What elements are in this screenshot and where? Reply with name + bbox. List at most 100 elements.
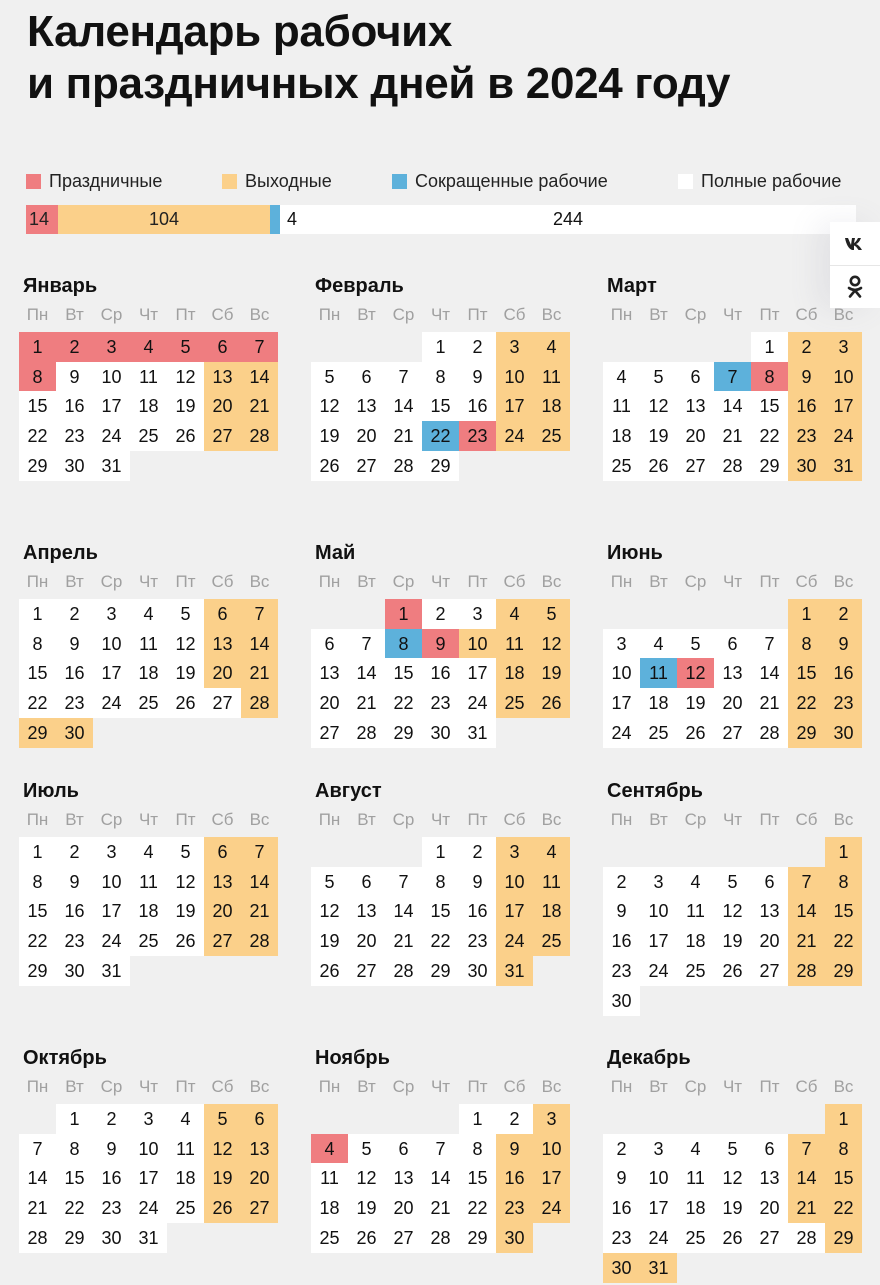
day-cell-weekend: 2 bbox=[825, 599, 862, 629]
month-name: Сентябрь bbox=[607, 780, 703, 802]
day-cell-weekend: 16 bbox=[825, 658, 862, 689]
day-cell-workday: 17 bbox=[93, 896, 130, 927]
day-cell-workday: 13 bbox=[348, 896, 385, 927]
weekday-label: Сб bbox=[795, 572, 818, 591]
weekday-label: Сб bbox=[503, 1077, 526, 1096]
day-cell-workday: 2 bbox=[56, 837, 93, 867]
day-cell-workday: 7 bbox=[19, 1133, 56, 1164]
day-cell-workday: 16 bbox=[459, 896, 496, 927]
page-title: Календарь рабочих и праздничных дней в 2… bbox=[27, 6, 730, 110]
day-cell-workday: 4 bbox=[130, 599, 167, 629]
day-cell-workday: 24 bbox=[130, 1193, 167, 1224]
weekday-label: Пн bbox=[318, 1077, 341, 1096]
day-cell-weekend: 17 bbox=[825, 391, 862, 422]
weekday-label: Ср bbox=[392, 305, 415, 324]
day-cell-weekend: 10 bbox=[459, 628, 496, 659]
weekday-label: Пн bbox=[318, 810, 341, 829]
day-cell-workday: 25 bbox=[130, 688, 167, 719]
day-cell-workday: 3 bbox=[130, 1104, 167, 1134]
day-cell-workday: 3 bbox=[93, 837, 130, 867]
legend-weekend-label: Выходные bbox=[245, 171, 332, 191]
day-cell-workday: 26 bbox=[677, 717, 714, 748]
day-cell-workday: 16 bbox=[93, 1163, 130, 1194]
day-cell-workday: 22 bbox=[19, 421, 56, 452]
ok-share-button[interactable] bbox=[830, 265, 880, 308]
day-cell-workday: 23 bbox=[93, 1193, 130, 1224]
weekday-label: Чт bbox=[138, 810, 159, 829]
day-cell-workday: 17 bbox=[640, 1193, 677, 1224]
day-cell-weekend: 27 bbox=[204, 926, 241, 957]
day-cell-weekend: 7 bbox=[241, 837, 278, 867]
weekday-header: Пн Вт Ср Чт Пт Сб Вс bbox=[311, 303, 571, 327]
day-cell-workday: 15 bbox=[19, 391, 56, 422]
day-cell-workday: 9 bbox=[56, 628, 93, 659]
day-cell-workday: 23 bbox=[422, 688, 459, 719]
legend-short-label: Сокращенные рабочие bbox=[415, 171, 608, 191]
day-cell-workday: 17 bbox=[93, 658, 130, 689]
day-cell-weekend: 14 bbox=[241, 361, 278, 392]
weekday-label: Пн bbox=[26, 305, 49, 324]
day-cell-workday: 30 bbox=[422, 717, 459, 748]
day-cell-weekend: 6 bbox=[204, 837, 241, 867]
day-cell-workday: 30 bbox=[56, 450, 93, 481]
day-cell-workday: 12 bbox=[167, 866, 204, 897]
day-cell-weekend: 13 bbox=[204, 866, 241, 897]
day-cell-weekend: 21 bbox=[241, 658, 278, 689]
day-cell-weekend: 29 bbox=[788, 717, 825, 748]
day-cell-workday: 9 bbox=[459, 866, 496, 897]
day-cell-workday: 6 bbox=[677, 361, 714, 392]
day-cell-workday: 21 bbox=[348, 688, 385, 719]
day-cell-workday: 27 bbox=[751, 1222, 788, 1253]
day-cell-workday: 6 bbox=[385, 1133, 422, 1164]
day-cell-workday: 19 bbox=[311, 926, 348, 957]
weekday-label: Пн bbox=[610, 1077, 633, 1096]
day-cell-workday: 28 bbox=[385, 955, 422, 986]
day-cell-workday: 7 bbox=[751, 628, 788, 659]
day-cell-workday: 21 bbox=[385, 926, 422, 957]
ok-icon bbox=[847, 275, 863, 298]
day-cell-workday: 16 bbox=[56, 658, 93, 689]
weekday-label: Ср bbox=[100, 810, 123, 829]
day-cell-weekend: 29 bbox=[825, 1222, 862, 1253]
day-cell-workday: 31 bbox=[93, 955, 130, 986]
day-cell-workday: 21 bbox=[422, 1193, 459, 1224]
day-cell-weekend: 3 bbox=[533, 1104, 570, 1134]
weekday-label: Вс bbox=[249, 572, 270, 591]
weekday-label: Чт bbox=[430, 810, 451, 829]
day-cell-weekend: 28 bbox=[788, 955, 825, 986]
weekend-swatch bbox=[222, 174, 237, 189]
day-cell-workday: 28 bbox=[751, 717, 788, 748]
weekday-label: Вс bbox=[833, 810, 854, 829]
day-cell-holiday: 8 bbox=[751, 361, 788, 392]
day-cell-workday: 11 bbox=[167, 1133, 204, 1164]
day-cell-workday: 1 bbox=[56, 1104, 93, 1134]
day-cell-workday: 20 bbox=[714, 688, 751, 719]
day-cell-workday: 3 bbox=[603, 628, 640, 659]
day-cell-workday: 6 bbox=[348, 866, 385, 897]
day-cell-weekend: 15 bbox=[825, 896, 862, 927]
day-cell-workday: 4 bbox=[167, 1104, 204, 1134]
day-cell-workday: 22 bbox=[19, 688, 56, 719]
day-cell-workday: 1 bbox=[422, 332, 459, 362]
vk-icon bbox=[845, 237, 862, 250]
day-cell-workday: 15 bbox=[422, 391, 459, 422]
day-cell-weekend: 7 bbox=[241, 599, 278, 629]
day-cell-workday: 11 bbox=[130, 628, 167, 659]
day-cell-weekend: 25 bbox=[533, 926, 570, 957]
day-cell-weekend: 17 bbox=[496, 391, 533, 422]
weekday-label: Ср bbox=[684, 572, 707, 591]
day-cell-weekend: 20 bbox=[204, 391, 241, 422]
vk-share-button[interactable] bbox=[830, 222, 880, 266]
weekday-label: Сб bbox=[211, 572, 234, 591]
weekday-label: Пт bbox=[467, 572, 488, 591]
day-cell-workday: 7 bbox=[385, 361, 422, 392]
day-cell-workday: 20 bbox=[348, 421, 385, 452]
day-cell-weekend: 8 bbox=[825, 866, 862, 897]
summary-holiday-count: 14 bbox=[29, 209, 50, 229]
day-cell-workday: 25 bbox=[130, 926, 167, 957]
day-cell-workday: 21 bbox=[751, 688, 788, 719]
day-cell-workday: 26 bbox=[167, 688, 204, 719]
day-cell-workday: 18 bbox=[130, 391, 167, 422]
day-cell-workday: 14 bbox=[385, 896, 422, 927]
day-cell-workday: 11 bbox=[311, 1163, 348, 1194]
